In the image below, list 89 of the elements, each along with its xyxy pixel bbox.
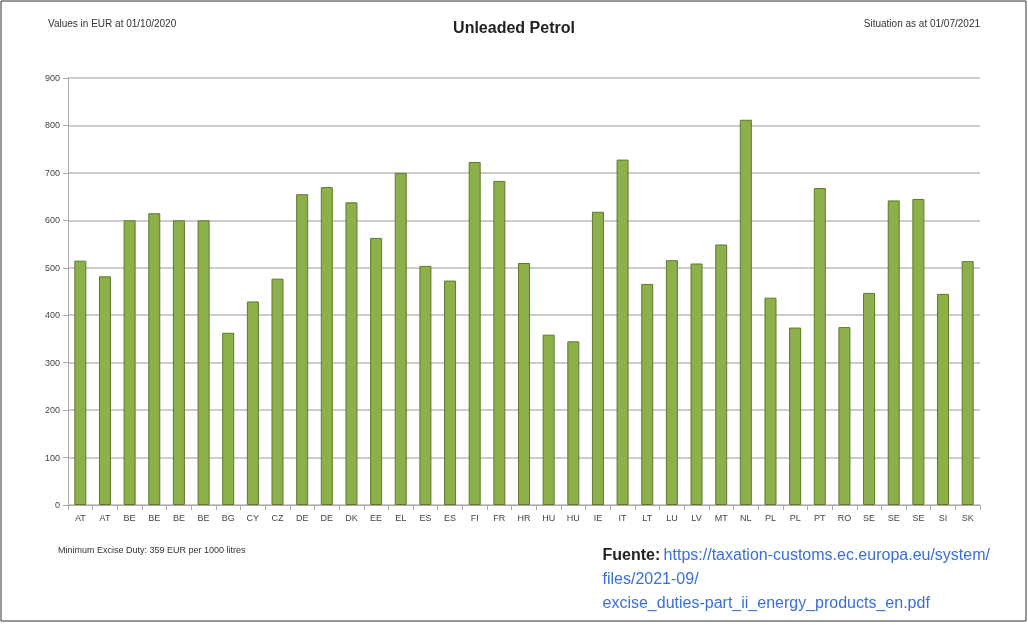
bar: [912, 198, 925, 505]
y-tick-label: 0: [54, 500, 60, 510]
bar: [246, 301, 259, 505]
bar: [320, 187, 333, 505]
x-tick-label: MT: [714, 512, 729, 523]
y-tick-label: 400: [44, 310, 60, 321]
x-tick-label: FI: [470, 512, 479, 523]
x-tick-label: DE: [295, 512, 309, 523]
x-tick-label: IT: [618, 512, 628, 523]
x-tick-label: BE: [148, 512, 161, 523]
bar: [222, 332, 235, 505]
x-tick-label: LV: [691, 512, 702, 523]
x-tick-label: BG: [221, 512, 235, 523]
bar: [863, 292, 876, 505]
text: Minimum Excise Duty: 359 EUR per 1000 litres: [58, 544, 247, 555]
y-tick-label: 300: [44, 357, 60, 368]
bar: [591, 211, 604, 505]
y-tick-label: 600: [44, 215, 60, 226]
bar: [74, 260, 87, 505]
bar: [296, 194, 309, 505]
bar: [789, 327, 802, 505]
x-tick-label: PL: [789, 512, 801, 523]
bar: [641, 283, 654, 505]
bar: [172, 220, 185, 505]
x-tick-label: SE: [863, 512, 876, 523]
bar: [715, 244, 728, 505]
x-tick-label: IE: [593, 512, 603, 523]
x-tick-label: HU: [542, 512, 556, 523]
bar: [123, 220, 136, 505]
bar: [468, 161, 481, 505]
x-tick-label: PL: [764, 512, 776, 523]
x-tick-label: AT: [74, 512, 87, 523]
bar: [542, 334, 555, 505]
bar: [148, 213, 161, 505]
x-tick-label: EE: [370, 512, 383, 523]
bar: [197, 220, 210, 505]
y-tick-label: 200: [44, 405, 60, 416]
x-tick-label: HU: [566, 512, 580, 523]
bar: [370, 237, 383, 505]
bar: [690, 263, 703, 505]
bar: [444, 280, 457, 505]
x-tick-label: PT: [814, 512, 827, 523]
y-tick-label: 100: [44, 452, 60, 463]
x-tick-label: BE: [172, 512, 185, 523]
bar: [665, 260, 678, 505]
x-tick-label: SE: [887, 512, 900, 523]
chart-title: Unleaded Petrol: [453, 18, 575, 36]
x-tick-label: NL: [740, 512, 752, 523]
bar: [764, 297, 777, 505]
bar: [887, 200, 900, 505]
bar: [961, 261, 974, 505]
x-tick-label: DK: [345, 512, 358, 523]
bar: [937, 293, 950, 505]
x-tick-label: EL: [395, 512, 407, 523]
y-tick-label: 900: [44, 73, 60, 83]
bar: [813, 188, 826, 505]
bar: [419, 265, 432, 505]
bar: [838, 327, 851, 505]
bar: [616, 159, 629, 505]
x-tick-label: ES: [444, 512, 457, 523]
bar: [518, 263, 530, 505]
x-tick-label: BE: [123, 512, 136, 523]
x-tick-label: HR: [517, 512, 531, 523]
x-tick-label: LT: [642, 512, 653, 523]
y-tick-label: 500: [44, 262, 60, 273]
x-tick-label: AT: [99, 512, 111, 523]
text: Situation as at 01/07/2021: [863, 17, 981, 29]
x-tick-label: LU: [666, 512, 678, 523]
x-tick-label: SE: [912, 512, 925, 523]
x-tick-label: RO: [837, 512, 852, 523]
source-note: Fuente: https://taxation-customs.ec.europa.eu/system/files/2021-09/excise_duties-part_ii_energy_products_en.pdf: [602, 545, 991, 612]
bar: [394, 172, 407, 505]
x-tick-label: SI: [938, 512, 948, 523]
x-tick-label: CY: [246, 512, 260, 523]
bar: [271, 278, 284, 505]
x-tick-label: BE: [197, 512, 210, 523]
bar: [739, 119, 752, 505]
x-tick-label: FR: [493, 512, 506, 523]
x-tick-label: CZ: [271, 512, 285, 523]
y-tick-label: 800: [44, 120, 60, 131]
bar: [493, 180, 506, 505]
bar: [345, 202, 358, 505]
x-tick-label: ES: [419, 512, 432, 523]
text: Values in EUR at 01/10/2020: [48, 17, 177, 29]
y-tick-label: 700: [44, 167, 60, 178]
x-tick-label: DE: [320, 512, 334, 523]
bar: [98, 276, 111, 505]
x-tick-label: SK: [961, 512, 974, 523]
bar: [567, 341, 580, 505]
